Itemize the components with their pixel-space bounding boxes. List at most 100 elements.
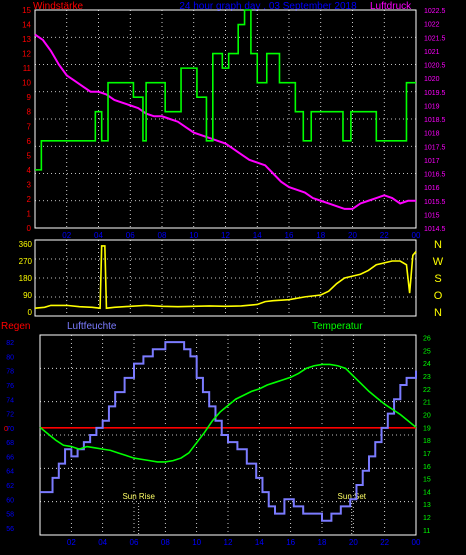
- x-tick-label: 04: [98, 538, 107, 547]
- compass-letter: N: [434, 239, 442, 251]
- temperature-tick-label: 15: [423, 477, 431, 484]
- x-axis-lower: 02 04 06 08 10 12 14 16 18 20 22 00: [67, 538, 421, 547]
- pressure-line: [34, 33, 416, 210]
- compass-letter: O: [434, 290, 443, 302]
- x-tick-label: 14: [253, 231, 262, 240]
- direction-axis: 360 270 180 90 0: [19, 240, 33, 317]
- wind-pressure-series: [34, 9, 416, 210]
- x-tick-label: 02: [62, 231, 71, 240]
- sun-set-label: Sun Set: [338, 492, 367, 501]
- wind-tick-label: 4: [27, 166, 32, 175]
- temperature-tick-label: 16: [423, 464, 431, 471]
- temperature-tick-label: 19: [423, 425, 431, 432]
- temperature-axis: 26 25 24 23 22 21 20 19 18 17 16 15 14 13 12 11: [423, 336, 431, 535]
- temperature-tick-label: 18: [423, 438, 431, 445]
- pressure-tick-label: 1015: [424, 212, 440, 219]
- pressure-tick-label: 1020: [424, 76, 440, 83]
- temperature-tick-label: 21: [423, 400, 431, 407]
- temperature-tick-label: 26: [423, 336, 431, 343]
- pressure-tick-label: 1017: [424, 158, 440, 165]
- x-tick-label: 18: [316, 231, 325, 240]
- wind-tick-label: 15: [22, 6, 31, 15]
- humidity-tick-label: 76: [6, 383, 14, 390]
- direction-tick-label: 270: [19, 257, 33, 266]
- temperature-tick-label: 13: [423, 502, 431, 509]
- x-tick-label: 02: [67, 538, 76, 547]
- direction-grid: [35, 240, 416, 316]
- temperature-line: [39, 363, 417, 463]
- x-tick-label: 00: [412, 231, 421, 240]
- pressure-label: Luftdruck: [370, 1, 412, 12]
- x-tick-label: 06: [130, 538, 139, 547]
- wind-tick-label: 14: [22, 21, 31, 30]
- x-tick-label: 00: [412, 538, 421, 547]
- temperature-tick-label: 22: [423, 387, 431, 394]
- humidity-line: [40, 341, 417, 522]
- wind-pressure-grid: [35, 10, 416, 228]
- pressure-tick-label: 1022.5: [424, 8, 446, 15]
- wind-tick-label: 3: [27, 180, 32, 189]
- x-tick-label: 10: [192, 538, 201, 547]
- temperature-label: Temperatur: [312, 321, 363, 332]
- wind-tick-label: 7: [27, 122, 32, 131]
- x-tick-label: 14: [255, 538, 264, 547]
- wind-tick-label: 11: [23, 64, 32, 73]
- pressure-axis: 1022.5 1022 1021.5 1021 1020.5 1020 1019.5 1019…: [424, 8, 446, 233]
- pressure-tick-label: 1021.5: [424, 35, 446, 42]
- x-tick-label: 12: [221, 231, 230, 240]
- wind-tick-label: 10: [22, 79, 31, 88]
- x-tick-label: 22: [380, 538, 389, 547]
- rain-tick-label: 0: [4, 426, 8, 433]
- humidity-tick-label: 62: [6, 483, 14, 490]
- wind-tick-label: 13: [22, 35, 31, 44]
- humidity-temperature-series: [39, 341, 417, 522]
- x-tick-label: 20: [348, 231, 357, 240]
- direction-tick-label: 360: [19, 240, 33, 249]
- compass-letter: W: [433, 256, 444, 268]
- x-tick-label: 08: [161, 538, 170, 547]
- pressure-tick-label: 1016.5: [424, 172, 446, 179]
- pressure-tick-label: 1019.5: [424, 90, 446, 97]
- pressure-tick-label: 1014.5: [424, 226, 446, 233]
- pressure-tick-label: 1022: [424, 22, 440, 29]
- x-tick-label: 16: [286, 538, 295, 547]
- pressure-tick-label: 1021: [424, 49, 440, 56]
- direction-tick-label: 0: [28, 308, 33, 317]
- humidity-tick-label: 64: [6, 469, 14, 476]
- chart-title: 24 hour graph day , 03 September 2018: [179, 1, 357, 12]
- pressure-tick-label: 1018.5: [424, 117, 446, 124]
- humidity-tick-label: 56: [6, 526, 14, 533]
- humidity-tick-label: 70: [6, 426, 14, 433]
- temperature-tick-label: 25: [423, 348, 431, 355]
- wind-tick-label: 2: [27, 195, 32, 204]
- sun-markers: Sun Rise Sun Set: [122, 492, 367, 535]
- wind-tick-label: 9: [27, 93, 32, 102]
- humidity-tick-label: 80: [6, 354, 14, 361]
- temperature-tick-label: 23: [423, 374, 431, 381]
- temperature-tick-label: 20: [423, 412, 431, 419]
- temperature-tick-label: 12: [423, 515, 431, 522]
- x-tick-label: 22: [380, 231, 389, 240]
- pressure-tick-label: 1020.5: [424, 63, 446, 70]
- direction-series: [34, 245, 417, 310]
- x-tick-label: 04: [94, 231, 103, 240]
- humidity-tick-label: 72: [6, 412, 14, 419]
- wind-tick-label: 0: [27, 224, 32, 233]
- x-tick-label: 18: [318, 538, 327, 547]
- pressure-tick-label: 1019: [424, 103, 440, 110]
- x-tick-label: 20: [349, 538, 358, 547]
- x-tick-label: 12: [224, 538, 233, 547]
- wind-tick-label: 5: [27, 151, 32, 160]
- humidity-tick-label: 66: [6, 454, 14, 461]
- rain-label: Regen: [1, 321, 30, 332]
- direction-tick-label: 180: [19, 274, 33, 283]
- temperature-tick-label: 11: [423, 528, 430, 535]
- temperature-tick-label: 24: [423, 361, 431, 368]
- x-tick-label: 06: [126, 231, 135, 240]
- direction-line: [34, 245, 417, 310]
- humidity-tick-label: 74: [6, 397, 14, 404]
- wind-tick-label: 6: [27, 137, 32, 146]
